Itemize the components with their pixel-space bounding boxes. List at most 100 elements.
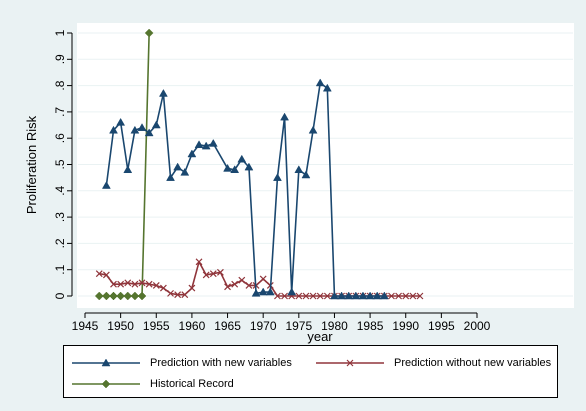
x-tick-label-8: 1985 — [357, 319, 384, 333]
series-0-point-17 — [230, 165, 240, 174]
series-0-point-10 — [173, 162, 183, 171]
series-0-point-31 — [330, 291, 339, 300]
series-0-point-3 — [123, 165, 133, 174]
series-0-point-20 — [251, 288, 261, 297]
axes: 0 .1 .2 .3 .4 .5 .6 .7 .8 .9 1 1945 1950 1955 1960 1965… — [53, 29, 491, 333]
series-0-point-8 — [158, 88, 168, 97]
y-tick-label-1: .1 — [53, 264, 67, 274]
gridlines — [78, 32, 573, 297]
series-1-point-18 — [224, 283, 231, 291]
legend-swatch-0 — [72, 358, 140, 367]
series-0-point-35 — [358, 291, 368, 300]
series-0-point-18 — [237, 154, 247, 163]
series-0-point-23 — [273, 173, 282, 181]
legend-item-0: Prediction with new variables — [70, 355, 292, 371]
series-1-point-4 — [124, 279, 132, 287]
series-1-point-23 — [259, 275, 267, 283]
series-0-point-16 — [223, 163, 232, 172]
series-1-point-7 — [145, 280, 153, 288]
x-tick-label-5: 1970 — [250, 319, 277, 333]
series-line-0 — [105, 82, 385, 297]
series-2-point-4 — [123, 291, 133, 301]
series-0-point-14 — [201, 141, 211, 150]
series-2-point-3 — [116, 291, 125, 301]
series-1-point-16 — [209, 270, 217, 278]
x-tick-label-2: 1955 — [143, 319, 170, 333]
series-1-point-0 — [95, 270, 103, 278]
series-1-point-31 — [316, 292, 324, 300]
series-0-point-25 — [287, 287, 297, 296]
series-1-point-42 — [395, 292, 403, 300]
legend-swatch-marker-0 — [101, 358, 111, 367]
series-1-point-6 — [138, 279, 146, 287]
series-1-point-19 — [231, 280, 239, 288]
x-axis-label: year — [307, 329, 333, 344]
legend-swatch-marker-2 — [101, 379, 111, 389]
series-0-point-21 — [258, 287, 268, 296]
plot-area — [77, 23, 574, 308]
series-0-point-12 — [187, 149, 197, 158]
series-0-point-9 — [166, 173, 175, 181]
series-0-point-37 — [372, 291, 382, 300]
y-tick-label-4: .4 — [53, 185, 67, 195]
series-0-point-24 — [280, 112, 289, 121]
x-tick-label-3: 1960 — [179, 319, 206, 333]
y-tick-label-3: .3 — [53, 212, 67, 222]
series-1-point-30 — [309, 292, 317, 300]
series-1-point-41 — [388, 292, 395, 300]
x-tick-label-0: 1945 — [72, 319, 99, 333]
series-0-point-34 — [351, 291, 361, 300]
series-1-point-45 — [416, 292, 424, 300]
series-1-point-43 — [402, 292, 410, 300]
series-0-point-4 — [130, 125, 140, 134]
x-tick-label-4: 1965 — [214, 319, 241, 333]
series-1-point-13 — [188, 284, 196, 292]
y-tick-label-7: .7 — [53, 107, 67, 117]
series-0-point-5 — [137, 123, 147, 131]
x-tick-label-6: 1975 — [285, 319, 312, 333]
series-1-point-12 — [181, 291, 189, 299]
series-0-point-32 — [337, 291, 347, 300]
series-0-point-6 — [144, 128, 154, 137]
series-0-point-15 — [208, 138, 218, 147]
series-1-point-14 — [195, 258, 203, 266]
series-1-point-44 — [409, 292, 417, 300]
legend: Prediction with new variables Prediction … — [63, 345, 558, 398]
x-tick-label-9: 1990 — [392, 319, 419, 333]
series-1-point-29 — [302, 292, 310, 300]
series-0-point-11 — [180, 167, 190, 176]
series-0-point-36 — [365, 291, 375, 300]
series-1-point-15 — [202, 271, 210, 279]
series-2 — [94, 28, 154, 301]
series-1-point-5 — [131, 280, 139, 288]
series-1-point-28 — [295, 292, 303, 300]
series-1-point-10 — [167, 289, 174, 297]
series-0-point-33 — [344, 291, 354, 300]
series-0-point-7 — [151, 120, 161, 129]
series-0-point-27 — [301, 170, 311, 179]
series-1-point-11 — [174, 291, 182, 299]
series-1-point-26 — [281, 292, 288, 300]
x-tick-label-11: 2000 — [464, 319, 491, 333]
series-layer — [94, 28, 424, 301]
series-0-point-38 — [379, 291, 389, 300]
series-1-point-2 — [110, 280, 117, 288]
series-2-point-5 — [130, 291, 140, 301]
series-1-point-25 — [274, 292, 281, 300]
x-tick-label-7: 1980 — [321, 319, 348, 333]
x-tick-label-1: 1950 — [107, 319, 134, 333]
series-0-point-1 — [109, 125, 118, 134]
legend-swatch-marker-1 — [346, 359, 354, 367]
y-tick-label-6: .6 — [53, 133, 67, 143]
series-0-point-22 — [265, 287, 275, 296]
y-tick-label-2: .2 — [53, 238, 67, 248]
series-0 — [101, 78, 389, 300]
y-tick-label-0: 0 — [53, 292, 67, 299]
legend-item-2: Historical Record — [70, 376, 234, 392]
series-1-point-20 — [238, 276, 246, 284]
series-1-point-9 — [159, 284, 167, 292]
y-tick-label-5: .5 — [53, 159, 67, 169]
y-tick-label-8: .8 — [53, 80, 67, 90]
